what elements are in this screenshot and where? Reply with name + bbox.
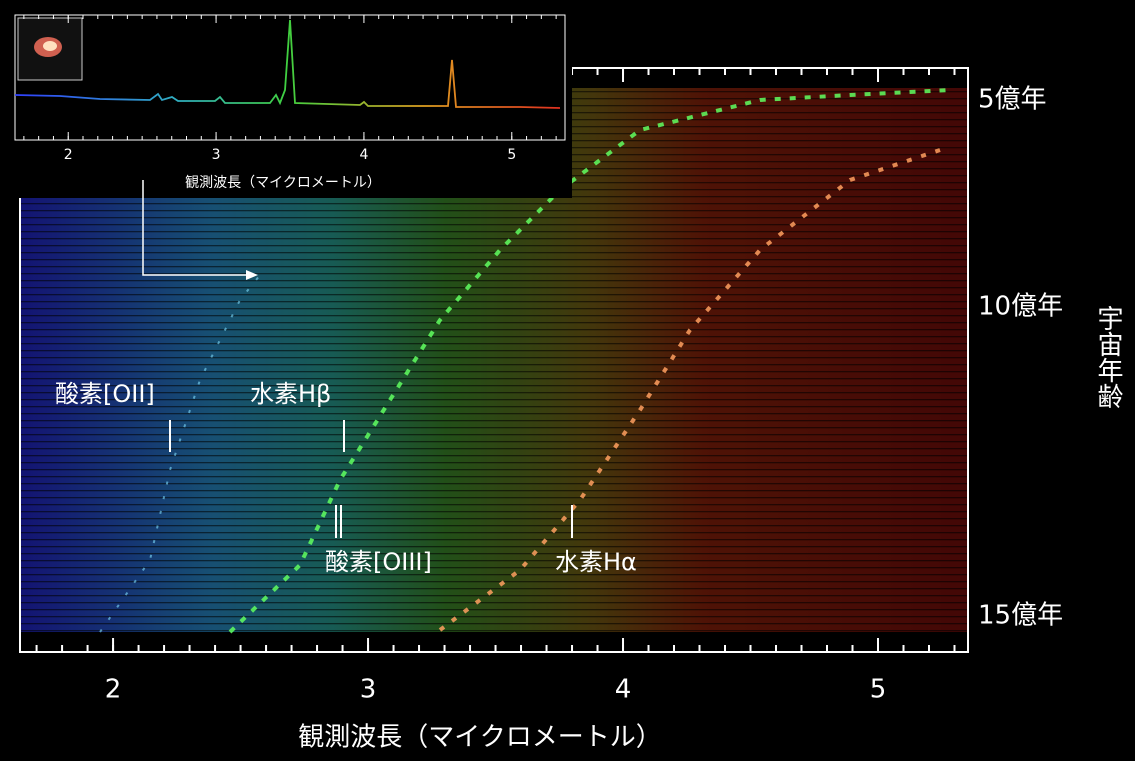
figure: 2 3 4 5 観測波長（マイクロメートル） 5億年 10億年 15億年 宇宙年齢 酸… — [0, 0, 1135, 761]
x-tick-label: 4 — [615, 675, 632, 705]
x-tick-label: 4 — [359, 147, 368, 163]
x-tick-label: 2 — [64, 147, 73, 163]
age-label: 10億年 — [978, 292, 1063, 322]
x-tick-label: 2 — [105, 675, 122, 705]
y-axis-label: 宇宙年齢 — [1093, 305, 1123, 409]
inset-x-label: 観測波長（マイクロメートル） — [185, 174, 381, 191]
x-tick-label: 3 — [212, 147, 221, 163]
age-label: 15億年 — [978, 601, 1063, 631]
age-label: 5億年 — [978, 85, 1047, 115]
x-axis-label: 観測波長（マイクロメートル） — [298, 723, 661, 753]
annotation: 酸素[OII] — [55, 380, 155, 408]
x-tick-label: 5 — [507, 147, 516, 163]
inset — [5, 5, 572, 198]
x-tick-label: 5 — [870, 675, 887, 705]
annotation: 水素Hα — [555, 548, 637, 576]
annotation: 酸素[OIII] — [325, 548, 432, 576]
x-tick-label: 3 — [360, 675, 377, 705]
annotation: 水素Hβ — [250, 380, 331, 408]
